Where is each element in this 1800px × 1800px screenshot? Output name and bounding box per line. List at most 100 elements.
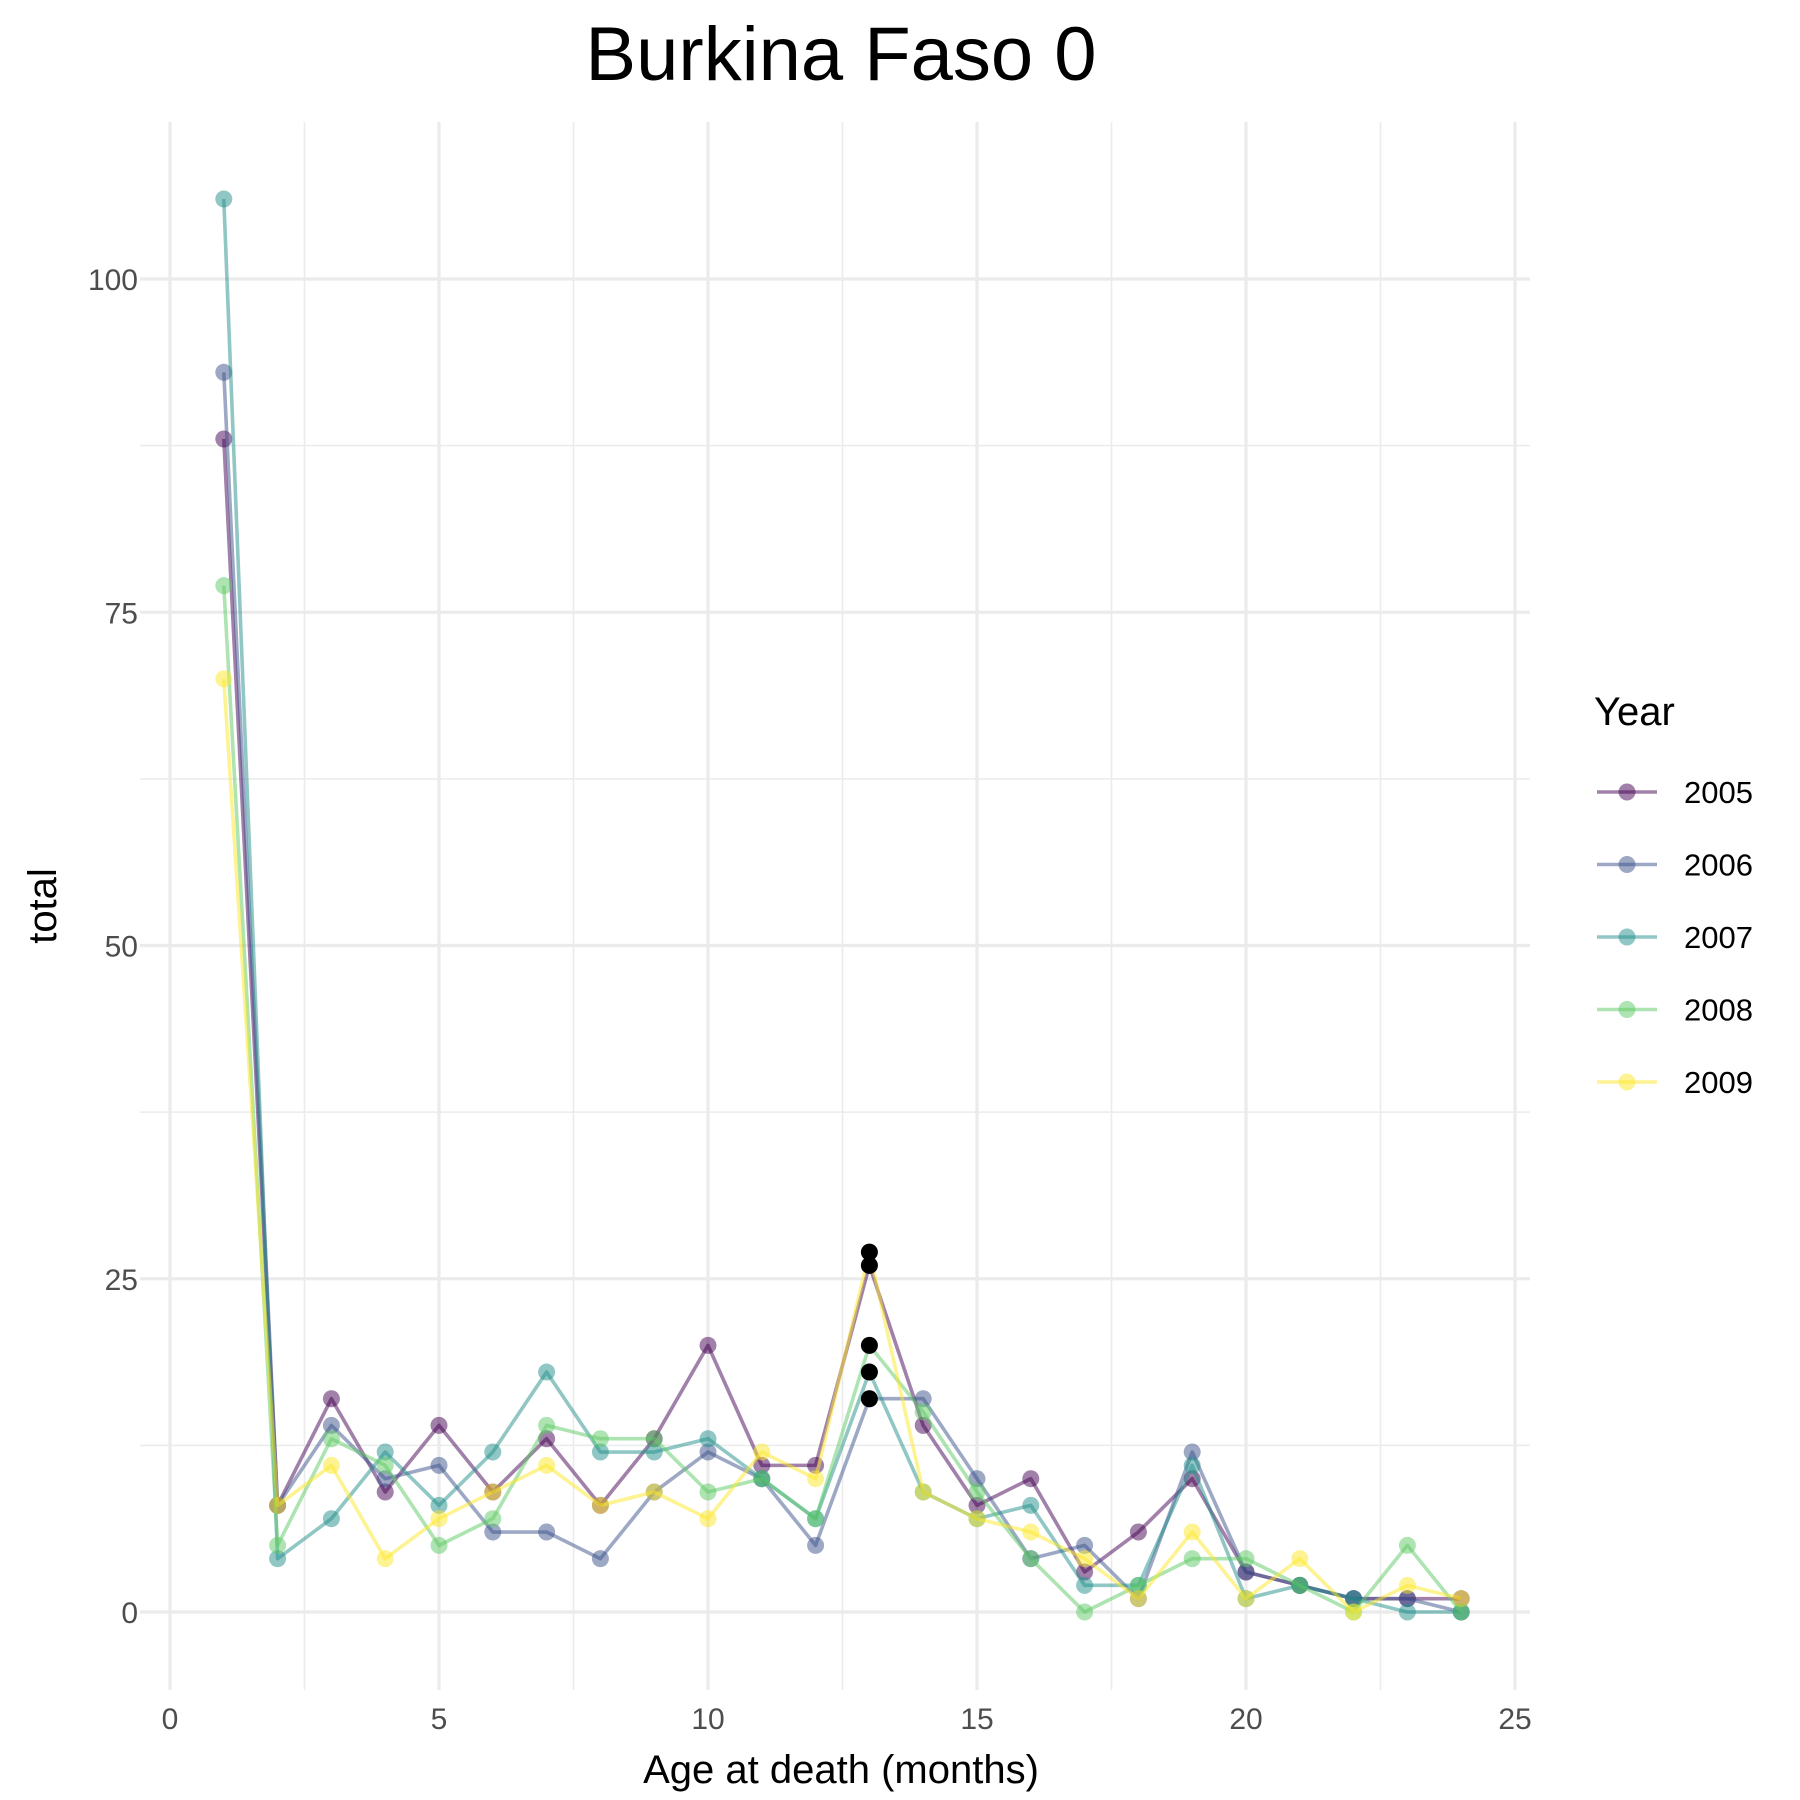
legend-label: 2008	[1684, 993, 1753, 1028]
x-tick-label: 0	[162, 1703, 179, 1736]
data-point	[1076, 1550, 1094, 1568]
data-point	[376, 1550, 394, 1568]
legend-item-2006: 2006	[1597, 848, 1753, 883]
data-point	[591, 1443, 609, 1461]
data-point	[1076, 1536, 1094, 1554]
legend-label: 2005	[1684, 775, 1753, 810]
y-tick-label: 75	[105, 597, 138, 630]
data-point	[1022, 1523, 1040, 1541]
series-line	[222, 678, 1462, 1614]
chart-title: Burkina Faso 0	[585, 12, 1096, 97]
legend-item-2007: 2007	[1597, 920, 1753, 955]
data-point	[215, 430, 233, 448]
x-tick-label: 25	[1498, 1703, 1531, 1736]
data-point	[538, 1363, 556, 1381]
data-point	[215, 577, 233, 595]
data-point	[430, 1536, 448, 1554]
data-point	[376, 1456, 394, 1474]
highlight-point	[860, 1243, 878, 1261]
data-point	[1076, 1603, 1094, 1621]
data-point	[1345, 1603, 1363, 1621]
legend-label: 2006	[1684, 848, 1753, 883]
data-point	[1398, 1590, 1416, 1608]
x-tick-label: 5	[431, 1703, 448, 1736]
legend-key-point	[1618, 928, 1636, 946]
data-point	[269, 1536, 287, 1554]
highlight-point	[860, 1390, 878, 1408]
legend-key-point	[1618, 783, 1636, 801]
x-axis-ticks: 0 5 10 15 20 25	[162, 1703, 1532, 1736]
data-point	[430, 1510, 448, 1528]
data-point	[753, 1456, 771, 1474]
grid	[140, 122, 1530, 1690]
data-point	[430, 1456, 448, 1474]
data-point	[968, 1483, 986, 1501]
data-point	[968, 1510, 986, 1528]
data-point	[1237, 1563, 1255, 1581]
x-tick-label: 20	[1229, 1703, 1262, 1736]
x-axis-title: Age at death (months)	[643, 1748, 1039, 1792]
data-point	[215, 363, 233, 381]
y-tick-label: 0	[121, 1597, 138, 1630]
data-point	[484, 1443, 502, 1461]
data-point	[1452, 1590, 1470, 1608]
data-point	[699, 1430, 717, 1448]
data-point	[1291, 1576, 1309, 1594]
legend-item-2008: 2008	[1597, 993, 1753, 1028]
data-point	[1022, 1550, 1040, 1568]
data-point	[484, 1483, 502, 1501]
legend-item-2009: 2009	[1597, 1065, 1753, 1100]
y-axis-title: total	[21, 868, 65, 944]
data-point	[699, 1336, 717, 1354]
data-point	[645, 1443, 663, 1461]
data-point	[1398, 1576, 1416, 1594]
data-point	[645, 1430, 663, 1448]
data-point	[968, 1496, 986, 1514]
legend-key-point	[1618, 1073, 1636, 1091]
data-point	[591, 1430, 609, 1448]
data-point	[430, 1416, 448, 1434]
data-point	[322, 1510, 340, 1528]
data-point	[1237, 1590, 1255, 1608]
data-point	[1183, 1550, 1201, 1568]
x-tick-label: 10	[691, 1703, 724, 1736]
y-axis-ticks: 0 25 50 75 100	[88, 264, 138, 1630]
data-point	[430, 1496, 448, 1514]
legend-label: 2009	[1684, 1065, 1753, 1100]
legend-key-point	[1618, 1001, 1636, 1018]
legend: Year 2005 2006 2007 2008 2009	[1594, 690, 1753, 1100]
legend-item-2005: 2005	[1597, 775, 1753, 810]
data-point	[215, 670, 233, 688]
data-point	[538, 1523, 556, 1541]
data-point	[376, 1483, 394, 1501]
data-point	[1291, 1550, 1309, 1568]
data-point	[1129, 1576, 1147, 1594]
data-point	[1345, 1590, 1363, 1608]
data-point	[807, 1470, 825, 1488]
data-point	[538, 1416, 556, 1434]
legend-label: 2007	[1684, 920, 1753, 955]
data-point	[591, 1550, 609, 1568]
highlight-point	[860, 1336, 878, 1354]
data-point	[753, 1443, 771, 1461]
data-point	[269, 1496, 287, 1514]
series-line	[222, 372, 1462, 1614]
data-point	[322, 1416, 340, 1434]
series-2008	[215, 577, 1470, 1621]
data-point	[376, 1443, 394, 1461]
data-point	[1129, 1590, 1147, 1608]
legend-key-point	[1618, 856, 1636, 873]
data-point	[1022, 1496, 1040, 1514]
data-point	[322, 1390, 340, 1408]
series-line	[222, 585, 1463, 1614]
data-point	[591, 1496, 609, 1514]
data-point	[699, 1443, 717, 1461]
series-line	[222, 198, 1462, 1614]
data-point	[322, 1456, 340, 1474]
data-point	[807, 1510, 825, 1528]
y-tick-label: 25	[105, 1264, 138, 1297]
legend-title: Year	[1594, 690, 1675, 734]
data-point	[914, 1403, 932, 1421]
data-point	[538, 1456, 556, 1474]
